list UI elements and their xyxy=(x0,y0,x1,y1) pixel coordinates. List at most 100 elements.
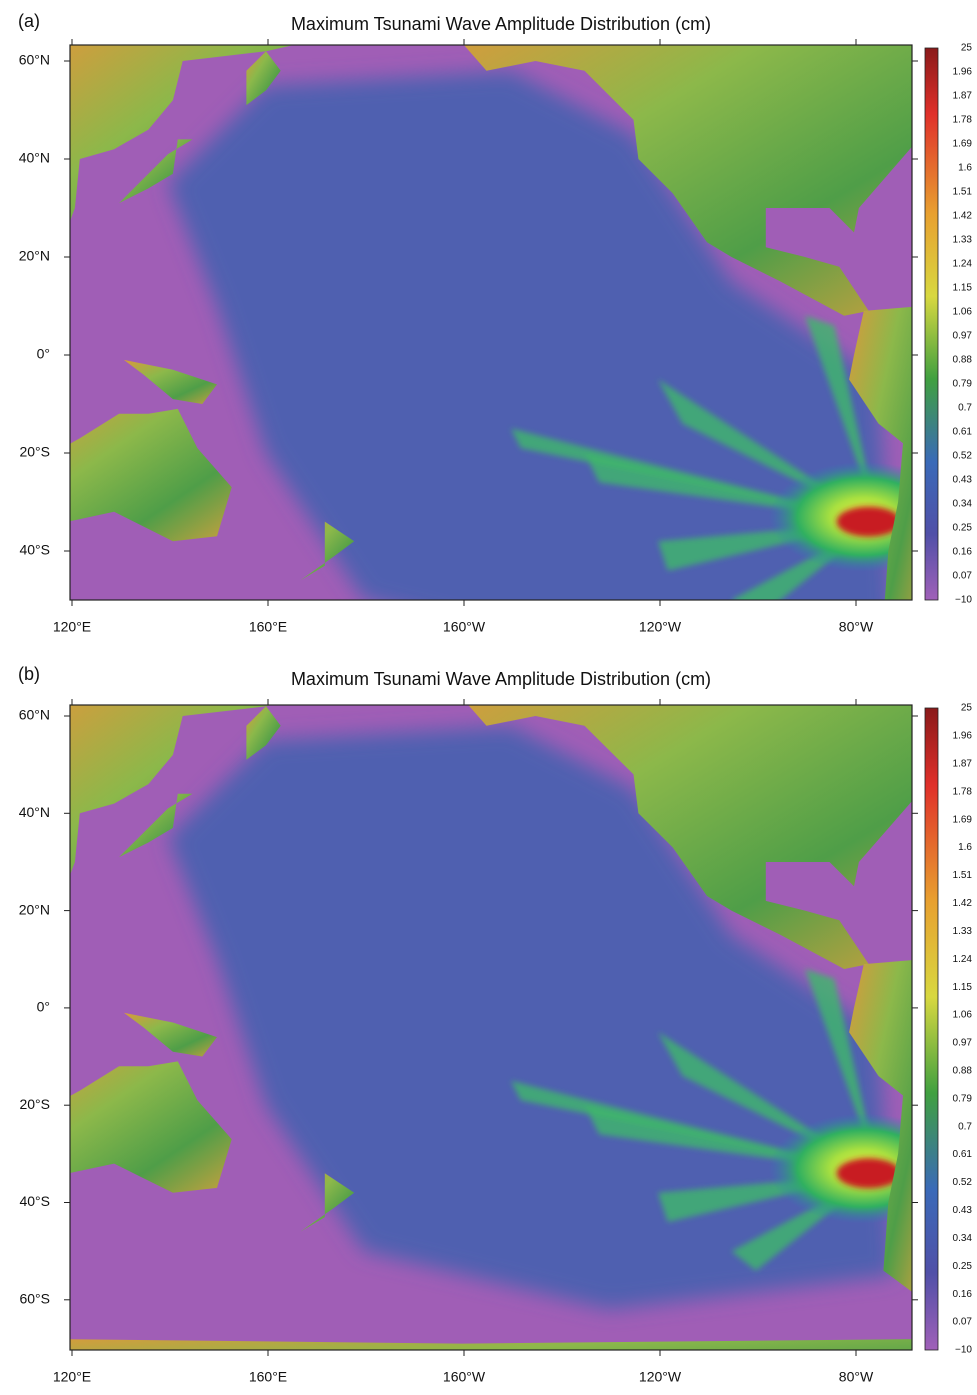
landmass xyxy=(849,960,912,1292)
landmass xyxy=(70,705,272,875)
longitude-label: 160°W xyxy=(443,619,486,635)
panel-title: Maximum Tsunami Wave Amplitude Distribut… xyxy=(291,14,711,34)
colorbar-label: 1.78 xyxy=(953,786,973,797)
colorbar-label: 0.88 xyxy=(953,1066,973,1077)
longitude-label: 80°W xyxy=(839,1369,874,1385)
colorbar-label: 0.07 xyxy=(953,1317,973,1328)
latitude-label: 40°S xyxy=(19,542,50,558)
wave-ray xyxy=(805,969,879,1174)
panel-label: (a) xyxy=(18,11,40,31)
colorbar xyxy=(924,707,939,1351)
colorbar-label: 0.07 xyxy=(953,571,973,582)
colorbar-label: 0.52 xyxy=(953,451,973,462)
colorbar-label: 25 xyxy=(961,703,973,714)
colorbar-label: 1.33 xyxy=(953,235,973,246)
map-panel xyxy=(70,45,912,600)
wave-ray xyxy=(731,521,879,600)
landmass xyxy=(70,1061,232,1193)
colorbar-label: 0.25 xyxy=(953,523,973,534)
latitude-label: 20°S xyxy=(19,1096,50,1112)
landmass xyxy=(119,139,193,204)
landmass xyxy=(123,1012,217,1057)
colorbar-label: 1.42 xyxy=(953,898,973,909)
longitude-label: 120°E xyxy=(53,1369,91,1385)
colorbar-label: 0.7 xyxy=(958,403,972,414)
colorbar-label: 1.6 xyxy=(958,842,972,853)
colorbar-label: 0.34 xyxy=(953,499,973,510)
latitude-label: 40°N xyxy=(19,804,50,820)
landmass xyxy=(849,306,912,600)
colorbar-label: 1.51 xyxy=(953,187,973,198)
landmass xyxy=(70,408,232,542)
colorbar-label: 0.7 xyxy=(958,1121,972,1132)
longitude-label: 160°E xyxy=(249,1369,287,1385)
map-frame xyxy=(69,44,913,601)
landmass xyxy=(119,793,193,858)
latitude-label: 60°N xyxy=(19,707,50,723)
colorbar-label: 0.88 xyxy=(953,355,973,366)
landmass xyxy=(463,45,912,316)
panel-title: Maximum Tsunami Wave Amplitude Distribut… xyxy=(291,669,711,689)
longitude-label: 160°E xyxy=(249,619,287,635)
colorbar-label: 1.96 xyxy=(953,67,973,78)
colorbar-label: 0.79 xyxy=(953,379,973,390)
longitude-label: 120°W xyxy=(639,619,682,635)
landmass xyxy=(246,51,281,106)
landmass xyxy=(70,45,294,222)
open-ocean xyxy=(168,70,892,600)
colorbar-label: 0.25 xyxy=(953,1261,973,1272)
colorbar-label: 1.33 xyxy=(953,926,973,937)
open-ocean xyxy=(168,725,894,1310)
wave-core xyxy=(836,506,901,537)
colorbar-label: 1.06 xyxy=(953,1010,973,1021)
colorbar-label: 1.24 xyxy=(953,259,973,270)
colorbar-label: 1.87 xyxy=(953,91,973,102)
longitude-label: 120°W xyxy=(639,1369,682,1385)
latitude-label: 0° xyxy=(37,346,50,362)
colorbar-label: 1.6 xyxy=(958,163,972,174)
colorbar-label: 1.96 xyxy=(953,731,973,742)
map-panel xyxy=(70,705,912,1350)
latitude-label: 0° xyxy=(37,999,50,1015)
colorbar-label: −10 xyxy=(955,595,972,606)
longitude-label: 160°W xyxy=(443,1369,486,1385)
colorbar-label: 1.78 xyxy=(953,115,973,126)
landmass xyxy=(246,706,281,760)
panel-label: (b) xyxy=(18,664,40,684)
colorbar-label: 0.61 xyxy=(953,427,973,438)
colorbar-label: 1.15 xyxy=(953,982,973,993)
colorbar-label: 1.24 xyxy=(953,954,973,965)
colorbar-label: 1.06 xyxy=(953,307,973,318)
colorbar xyxy=(924,47,939,601)
wave-core xyxy=(836,1158,901,1189)
latitude-label: 40°S xyxy=(19,1193,50,1209)
landmass xyxy=(300,1173,355,1232)
colorbar-label: 1.69 xyxy=(953,814,973,825)
colorbar-label: 0.79 xyxy=(953,1093,973,1104)
colorbar-label: 1.87 xyxy=(953,758,973,769)
colorbar-label: 25 xyxy=(961,43,973,54)
colorbar-label: 0.97 xyxy=(953,1038,973,1049)
colorbar-label: 1.69 xyxy=(953,139,973,150)
longitude-label: 120°E xyxy=(53,619,91,635)
latitude-label: 20°N xyxy=(19,248,50,264)
colorbar-label: 0.52 xyxy=(953,1177,973,1188)
latitude-label: 40°N xyxy=(19,150,50,166)
latitude-label: 60°N xyxy=(19,52,50,68)
colorbar-label: 0.61 xyxy=(953,1149,973,1160)
map-frame xyxy=(69,704,913,1351)
latitude-label: 60°S xyxy=(19,1291,50,1307)
colorbar-label: 0.16 xyxy=(953,1289,973,1300)
colorbar-label: 0.43 xyxy=(953,1205,973,1216)
latitude-label: 20°N xyxy=(19,901,50,917)
colorbar-label: 0.97 xyxy=(953,331,973,342)
longitude-label: 80°W xyxy=(839,619,874,635)
colorbar-label: 0.34 xyxy=(953,1233,973,1244)
landmass xyxy=(123,359,217,404)
colorbar-label: 0.16 xyxy=(953,547,973,558)
colorbar-label: 1.51 xyxy=(953,870,973,881)
colorbar-label: 0.43 xyxy=(953,475,973,486)
landmass xyxy=(70,1339,912,1350)
